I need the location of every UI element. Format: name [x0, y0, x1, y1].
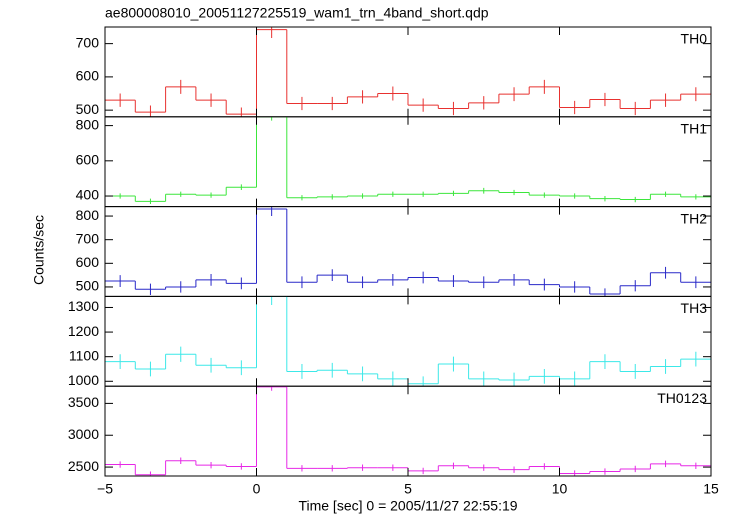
x-axis-label: Time [sec] 0 = 2005/11/27 22:55:19 — [298, 498, 517, 514]
panel-frame — [104, 295, 712, 387]
panel-label: TH3 — [681, 300, 708, 316]
panel — [105, 386, 711, 477]
x-tick-label: 15 — [703, 481, 719, 497]
x-tick-label: 5 — [404, 481, 412, 497]
panel — [105, 296, 711, 387]
x-tick-label: 10 — [552, 481, 568, 497]
y-tick-label: 1300 — [68, 298, 99, 314]
x-tick-label: −5 — [97, 481, 113, 497]
panel-label: TH0 — [681, 31, 708, 47]
panel — [105, 27, 711, 117]
panel-label: TH2 — [681, 210, 708, 226]
y-tick-label: 800 — [76, 207, 100, 223]
y-tick-label: 3500 — [68, 394, 99, 410]
panel — [105, 116, 711, 204]
y-tick-label: 600 — [76, 254, 100, 270]
chart-title: ae800008010_20051127225519_wam1_trn_4ban… — [105, 5, 489, 21]
y-tick-label: 600 — [76, 68, 100, 84]
y-tick-label: 2500 — [68, 458, 99, 474]
panel-label: TH0123 — [657, 390, 707, 406]
y-tick-label: 500 — [76, 278, 100, 294]
y-tick-label: 500 — [76, 101, 100, 117]
y-tick-label: 1000 — [68, 372, 99, 388]
y-tick-label: 1200 — [68, 323, 99, 339]
x-tick-label: 0 — [253, 481, 261, 497]
y-tick-label: 600 — [76, 152, 100, 168]
y-tick-label: 800 — [76, 116, 100, 132]
panel — [105, 206, 711, 297]
y-tick-label: 1100 — [69, 347, 99, 363]
y-tick-label: 700 — [76, 34, 100, 50]
y-tick-label: 700 — [76, 230, 100, 246]
y-tick-label: 400 — [76, 187, 100, 203]
panel-frame — [104, 116, 712, 208]
panel-label: TH1 — [681, 121, 708, 137]
y-axis-label: Counts/sec — [31, 215, 47, 285]
y-tick-label: 3000 — [68, 426, 99, 442]
